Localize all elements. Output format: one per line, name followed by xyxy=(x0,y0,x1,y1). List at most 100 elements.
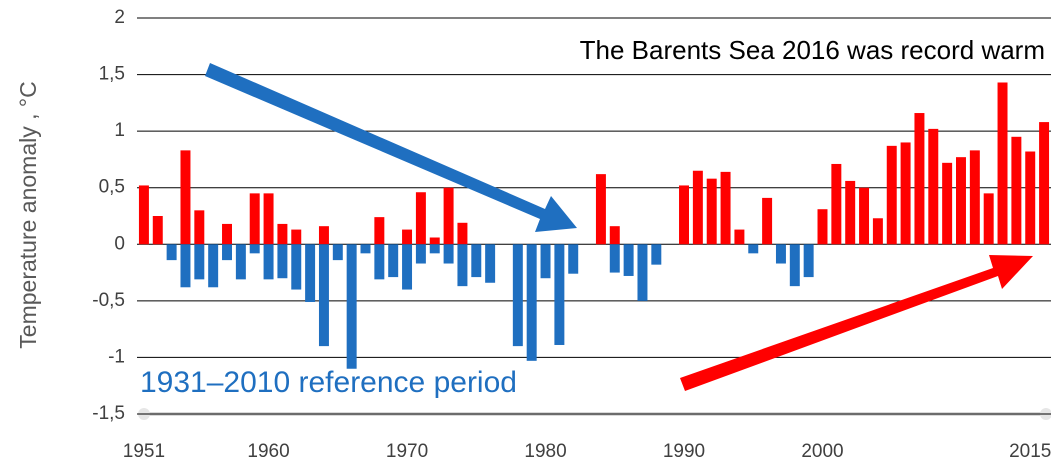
bar xyxy=(415,192,426,245)
bar xyxy=(222,244,233,261)
bar xyxy=(803,244,814,278)
y-tick-label: 1 xyxy=(114,120,125,141)
y-tick-label: 0 xyxy=(114,233,125,254)
x-tick-label: 1960 xyxy=(247,441,289,462)
bar xyxy=(415,244,426,264)
x-tick-label: 1980 xyxy=(524,441,566,462)
x-tick-label: 1990 xyxy=(663,441,705,462)
bar xyxy=(692,170,703,245)
x-tick-label: 2015 xyxy=(1009,441,1051,462)
bar xyxy=(955,157,966,245)
bar xyxy=(859,187,870,245)
bar xyxy=(845,180,856,245)
bar xyxy=(1025,151,1036,245)
bar xyxy=(595,174,606,245)
bar xyxy=(305,244,316,302)
y-axis-label: Temperature anomaly , °C xyxy=(15,81,41,348)
red-arrow xyxy=(680,255,1033,391)
blue-arrow xyxy=(205,63,577,232)
y-tick-label: -1,5 xyxy=(92,403,125,424)
bar xyxy=(1011,136,1022,245)
bar xyxy=(831,163,842,245)
bar xyxy=(332,244,343,261)
y-tick-label: 2 xyxy=(114,7,125,28)
bar xyxy=(983,193,994,245)
bar xyxy=(457,222,468,245)
bar xyxy=(471,244,482,278)
x-tick-label: 1951 xyxy=(123,441,165,462)
x-tick-label: 1970 xyxy=(386,441,428,462)
bar xyxy=(526,244,537,361)
y-tick-label: 0,5 xyxy=(99,177,125,198)
bar xyxy=(651,244,662,265)
grid xyxy=(137,17,1051,415)
bar xyxy=(291,244,302,290)
bar xyxy=(249,193,260,245)
bar xyxy=(194,244,205,280)
bar xyxy=(609,244,620,273)
bar xyxy=(277,244,288,279)
bar xyxy=(942,162,953,245)
bar xyxy=(208,244,219,288)
y-tick-label: 1,5 xyxy=(99,64,125,85)
bar xyxy=(540,244,551,279)
bar xyxy=(374,217,385,245)
bar xyxy=(886,145,897,245)
bar xyxy=(817,209,828,245)
bar xyxy=(374,244,385,280)
bar xyxy=(263,244,274,280)
bar xyxy=(637,244,648,301)
bar xyxy=(291,229,302,245)
x-tick-label: 2000 xyxy=(801,441,843,462)
bar xyxy=(429,237,440,245)
bar xyxy=(928,128,939,245)
bar xyxy=(720,171,731,245)
bar xyxy=(263,193,274,245)
bar xyxy=(568,244,579,274)
bar xyxy=(180,244,191,288)
bar xyxy=(914,113,925,245)
bar xyxy=(748,244,759,254)
bar xyxy=(152,216,163,245)
bar xyxy=(872,218,883,245)
bar xyxy=(512,244,523,347)
bar xyxy=(318,226,329,245)
bar xyxy=(346,244,357,369)
bar xyxy=(457,244,468,287)
bar xyxy=(734,229,745,245)
bar xyxy=(775,244,786,264)
bar xyxy=(443,187,454,245)
bar xyxy=(443,244,454,264)
bar xyxy=(277,223,288,245)
bar xyxy=(609,226,620,245)
annotation: 1931–2010 reference period xyxy=(140,366,517,399)
bar xyxy=(706,178,717,245)
bar xyxy=(997,82,1008,245)
bar xyxy=(166,244,177,261)
bar xyxy=(388,244,399,278)
bar xyxy=(762,197,773,245)
bar xyxy=(679,185,690,245)
bar xyxy=(554,244,565,345)
bar xyxy=(222,223,233,245)
bar xyxy=(969,150,980,245)
bar xyxy=(360,244,371,254)
chart-title: The Barents Sea 2016 was record warm xyxy=(580,35,1045,65)
bars xyxy=(138,82,1050,369)
bar xyxy=(789,244,800,287)
y-tick-label: -0,5 xyxy=(92,290,125,311)
bar xyxy=(1039,122,1050,245)
bar xyxy=(402,244,413,290)
bar xyxy=(402,229,413,245)
bar xyxy=(180,150,191,245)
bar xyxy=(429,244,440,254)
bar xyxy=(235,244,246,280)
bar xyxy=(318,244,329,347)
bar xyxy=(623,244,634,276)
bar xyxy=(194,210,205,245)
bar xyxy=(900,142,911,245)
bar xyxy=(138,185,149,245)
bar xyxy=(249,244,260,254)
